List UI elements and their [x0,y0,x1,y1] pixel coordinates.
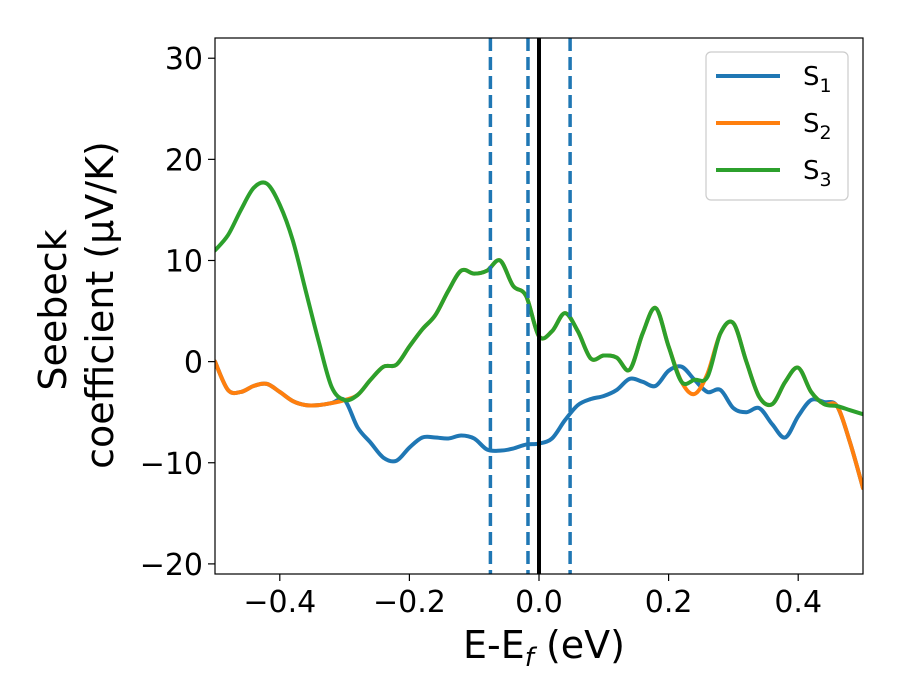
y-tick-label: 10 [165,244,203,279]
legend-label-s3: S3 [803,156,832,191]
x-tick-label: 0.0 [515,585,563,620]
y-tick-label: 30 [165,42,203,77]
tick-layer: −0.4 −0.2 0.0 0.2 0.4 −20 −10 0 10 20 30 [140,42,822,620]
x-tick-label: −0.4 [243,585,316,620]
legend-label-s1: S1 [803,62,832,97]
y-axis-label-line1: Seebeck [31,229,75,390]
x-tick-label: 0.2 [645,585,693,620]
x-tick-label: 0.4 [774,585,822,620]
y-axis-label: Seebeck coefficient (μV/K) [31,141,122,469]
y-tick-label: 0 [184,346,203,381]
y-axis-label-line2: coefficient (μV/K) [78,141,122,469]
x-axis-label-main: E-E [463,623,525,667]
x-axis-label-unit: (eV) [534,623,625,667]
legend-label-s2: S2 [803,109,832,144]
y-tick-label: −20 [140,548,203,583]
legend-items: S1 S2 S3 [716,62,832,191]
legend: S1 S2 S3 [705,51,849,201]
y-tick-label: −10 [140,447,203,482]
legend-box [705,51,849,201]
y-tick-label: 20 [165,143,203,178]
vline-layer [488,38,572,574]
x-axis-label: E-Ef (eV) [463,623,625,673]
x-tick-label: −0.2 [373,585,446,620]
